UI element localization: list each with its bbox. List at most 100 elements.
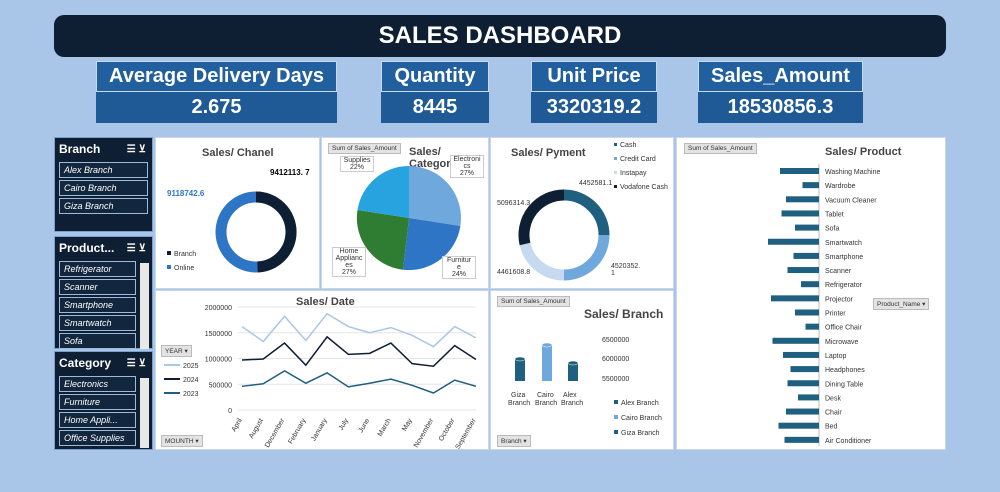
ytick: 0 [228,408,232,415]
date-line-chart: 2000000 1500000 1000000 500000 0 April August… [164,305,478,451]
product-bar [786,196,819,203]
label-online: 9118742.6 [167,189,205,198]
slicer-item[interactable]: Giza Branch [59,198,148,214]
scrollbar[interactable] [140,263,149,349]
product-bar [780,168,819,174]
ytick: 6000000 [602,356,629,363]
branch-bar-chart: 6500000 6000000 5500000 Giza Branch Cairo… [508,337,662,437]
kpi-quantity: Quantity 8445 [381,61,489,123]
product-label: Smartwatch [825,240,862,247]
product-bar-chart: Washing Machine Wardrobe Vacuum Cleaner Tab… [768,164,880,446]
kpi-avg-delivery: Average Delivery Days 2.675 [96,61,337,123]
filter-icon[interactable]: ☰⊻ [126,143,149,155]
slicer-item[interactable]: Refrigerator [59,261,136,277]
slicer-item[interactable]: Office Supplies [59,430,136,446]
product-label: Scanner [825,268,852,275]
kpi-value: 2.675 [191,96,242,118]
xtick: August [248,417,265,439]
product-name-filter[interactable]: Product_Name ▾ [873,298,930,310]
xtick: Alex Branch [561,392,583,407]
field-pill[interactable]: Sum of Sales_Amount [684,143,757,154]
product-bar [786,408,819,415]
xtick: February [287,417,307,445]
product-bar [778,422,819,429]
chart-title: Sales/ Chanel [202,147,274,159]
legend-2023: 2023 [183,391,199,398]
xtick: May [401,417,414,432]
kpi-label: Sales_Amount [698,61,863,92]
product-bar [801,281,819,288]
label-furniture: Furnitur e 24% [442,256,476,279]
xtick: Cairo Branch [535,392,557,407]
field-pill[interactable]: Sum of Sales_Amount [328,143,401,154]
series-line-2023 [241,369,477,394]
product-label: Wardrobe [825,183,856,190]
filter-icon[interactable]: ☰⊻ [126,357,149,369]
ytick: 500000 [209,382,232,389]
product-bar [772,337,819,344]
product-bar [784,436,819,443]
product-bar [771,295,819,302]
legend-alex: Alex Branch [621,400,659,407]
product-bar [781,210,819,217]
branch-bar [568,363,578,381]
legend-cairo: Cairo Branch [621,415,662,422]
category-chart-panel: Sum of Sales_Amount Sales/ Category Elec… [321,137,489,289]
product-bar [795,224,819,231]
xtick: December [264,417,287,449]
product-label: Microwave [825,339,859,346]
branch-filter[interactable]: Branch ▾ [497,435,531,447]
xtick: June [358,417,372,434]
scrollbar[interactable] [140,378,149,448]
product-bar [793,252,819,259]
chart-title: Sales/ Product [825,146,902,158]
product-bar [795,309,819,316]
month-filter[interactable]: MOUNTH ▾ [161,435,203,447]
slicer-item[interactable]: Sofa [59,333,136,349]
slicer-title: Product... [59,241,115,255]
label-branch: 9412113. 7 [270,168,310,177]
chart-title: Sales/ Pyment [511,147,586,159]
product-label: Refrigerator [825,282,863,289]
legend-instapay: Instapay [620,170,647,177]
slicer-title: Category [59,356,112,370]
ytick: 6500000 [602,337,629,344]
legend-credit-card: Credit Card [620,156,656,163]
product-label: Washing Machine [825,169,880,176]
product-label: Sofa [825,226,840,233]
legend-vodafone-cash: Vodafone Cash [620,184,668,191]
xtick: January [310,417,329,442]
slicer-item[interactable]: Home Appli... [59,412,136,428]
ytick: 1000000 [205,357,232,364]
category-pie-chart [356,165,462,271]
slicer-item[interactable]: Cairo Branch [59,180,148,196]
year-filter[interactable]: YEAR ▾ [161,345,192,357]
slice-home-appliances [356,210,409,270]
slicer-item[interactable]: Furniture [59,394,136,410]
category-slicer: Category ☰⊻ Electronics Furniture Home A… [54,351,153,450]
date-chart-panel: Sales/ Date YEAR ▾ MOUNTH ▾ 2000000 15000… [155,290,489,451]
product-label: Bed [825,424,838,431]
chart-title: Sales/ Category [409,146,457,170]
ytick: 5500000 [602,376,629,383]
slicer-item[interactable]: Electronics [59,376,136,392]
product-label: Desk [825,395,841,402]
slicer-item[interactable]: Smartwatch [59,315,136,331]
kpi-value: 8445 [412,96,458,118]
product-label: Air Conditioner [825,438,872,445]
donut-slice-instapay [519,242,565,281]
donut-slice-credit-card [563,234,610,281]
filter-icon[interactable]: ☰⊻ [126,242,149,254]
slicer-item[interactable]: Alex Branch [59,162,148,178]
product-label: Dining Table [825,381,864,388]
slicer-item[interactable]: Scanner [59,279,136,295]
product-label: Chair [825,410,842,417]
kpi-label: Quantity [381,61,489,92]
slicer-item[interactable]: Smartphone [59,297,136,313]
branch-bar [515,359,525,381]
label-credit-card: 4520352. 1 [611,263,641,277]
kpi-sales-amount: Sales_Amount 18530856.3 [698,61,863,123]
field-pill[interactable]: Sum of Sales_Amount [497,296,570,307]
xtick: Giza Branch [508,392,530,407]
product-bar [787,380,819,387]
